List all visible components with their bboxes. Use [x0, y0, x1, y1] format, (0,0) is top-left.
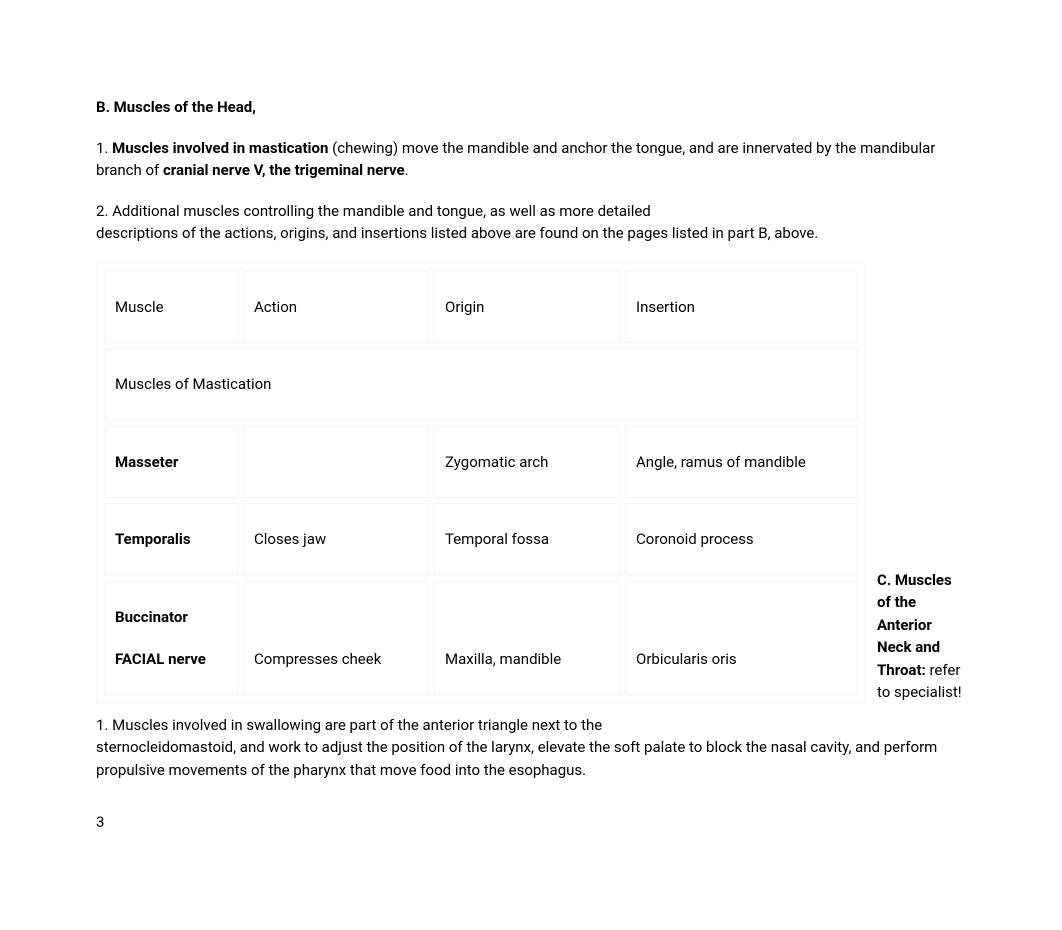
- header-muscle: Muscle: [104, 271, 238, 344]
- cell-origin: Temporal fossa: [434, 503, 620, 576]
- cell-muscle: Masseter: [104, 426, 238, 499]
- cell-insertion: Orbicularis oris: [625, 581, 857, 696]
- para1-bold2: cranial nerve V, the trigeminal nerve: [163, 161, 405, 179]
- group-label: Muscles of Mastication: [104, 348, 857, 421]
- cell-insertion: Angle, ramus of mandible: [625, 426, 857, 499]
- header-insertion: Insertion: [625, 271, 857, 344]
- footer-line2: sternocleidomastoid, and work to adjust …: [96, 738, 937, 779]
- table-row: Masseter Zygomatic arch Angle, ramus of …: [104, 426, 857, 499]
- side-note-section-c: C. Muscles of the Anterior Neck and Thro…: [877, 569, 966, 704]
- page-number: 3: [96, 811, 966, 834]
- cell-origin: Maxilla, mandible: [434, 581, 620, 696]
- section-title: B. Muscles of the Head,: [96, 96, 966, 119]
- header-origin: Origin: [434, 271, 620, 344]
- paragraph-1: 1. Muscles involved in mastication (chew…: [96, 137, 966, 182]
- buccinator-label: Buccinator: [115, 606, 227, 629]
- cell-muscle: Temporalis: [104, 503, 238, 576]
- para2-line2: descriptions of the actions, origins, an…: [96, 224, 818, 242]
- paragraph-2: 2. Additional muscles controlling the ma…: [96, 200, 966, 245]
- table-group-row: Muscles of Mastication: [104, 348, 857, 421]
- table-row: Temporalis Closes jaw Temporal fossa Cor…: [104, 503, 857, 576]
- para1-bold1: Muscles involved in mastication: [112, 139, 328, 157]
- table-header-row: Muscle Action Origin Insertion: [104, 271, 857, 344]
- cell-muscle: Buccinator FACIAL nerve: [104, 581, 238, 696]
- facial-nerve-label: FACIAL nerve: [115, 648, 227, 671]
- cell-action: Closes jaw: [243, 503, 429, 576]
- cell-insertion: Coronoid process: [625, 503, 857, 576]
- header-action: Action: [243, 271, 429, 344]
- para2-line1: 2. Additional muscles controlling the ma…: [96, 202, 651, 220]
- cell-action: [243, 426, 429, 499]
- para1-suffix: .: [405, 161, 409, 179]
- cell-origin: Zygomatic arch: [434, 426, 620, 499]
- footer-line1: 1. Muscles involved in swallowing are pa…: [96, 716, 602, 734]
- table-row: Buccinator FACIAL nerve Compresses cheek…: [104, 581, 857, 696]
- para1-prefix: 1.: [96, 139, 112, 157]
- muscles-table: Muscle Action Origin Insertion Muscles o…: [96, 263, 865, 704]
- footer-paragraph: 1. Muscles involved in swallowing are pa…: [96, 714, 966, 782]
- cell-action: Compresses cheek: [243, 581, 429, 696]
